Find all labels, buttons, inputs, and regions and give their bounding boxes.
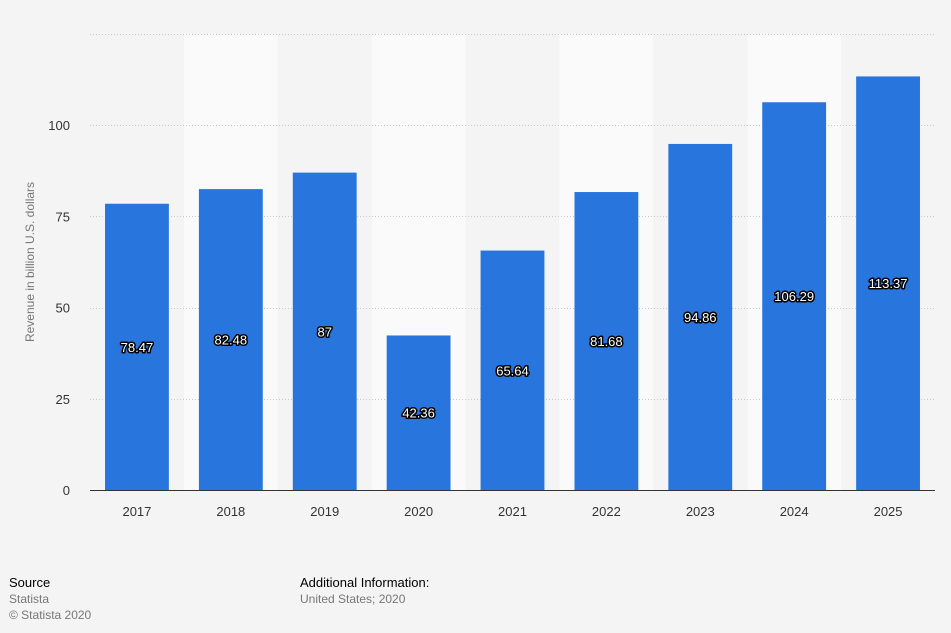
bar-2017[interactable] — [105, 203, 169, 490]
bars — [105, 76, 920, 490]
y-axis-ticks: 0 25 50 75 100 — [48, 118, 70, 498]
copyright-text: © Statista 2020 — [9, 608, 92, 622]
source-name: Statista — [9, 592, 50, 606]
y-tick-label: 25 — [56, 392, 70, 407]
source-block: Source Statista © Statista 2020 — [9, 575, 91, 623]
bar-value-label: 113.37 — [869, 276, 908, 291]
y-tick-label: 75 — [56, 209, 70, 224]
bar-value-label: 87 — [317, 324, 331, 339]
x-tick-label: 2021 — [498, 504, 527, 519]
bar-value-labels: 78.47 82.48 87 42.36 65.64 81.68 94.86 106.29 11… — [119, 275, 909, 423]
additional-info-heading: Additional Information: — [300, 575, 430, 590]
bar-2020[interactable] — [386, 335, 451, 490]
bar-value-label: 94.86 — [684, 310, 717, 325]
bar-2024[interactable] — [762, 102, 827, 490]
bar-value-label: 81.68 — [590, 334, 623, 349]
bar-value-label: 106.29 — [774, 289, 814, 304]
y-tick-label: 0 — [63, 483, 70, 498]
x-tick-label: 2025 — [874, 504, 903, 519]
bar-2018[interactable] — [198, 189, 263, 490]
x-tick-label: 2018 — [216, 504, 245, 519]
source-heading: Source — [9, 575, 51, 590]
x-tick-label: 2023 — [686, 504, 715, 519]
additional-info-block: Additional Information: United States; 2… — [300, 575, 429, 607]
bar-value-label: 42.36 — [402, 406, 435, 421]
x-tick-label: 2024 — [780, 504, 809, 519]
x-tick-label: 2022 — [592, 504, 621, 519]
additional-info-text: United States; 2020 — [300, 592, 406, 606]
bar-2021[interactable] — [480, 250, 545, 490]
bar-chart: 0 25 50 75 100 Revenue in billion U.S. dolla… — [23, 34, 935, 519]
x-axis-ticks: 2017 2018 2019 2020 2021 2022 2023 2024 2025 — [122, 504, 902, 519]
x-tick-label: 2019 — [310, 504, 339, 519]
bar-2025[interactable] — [856, 76, 920, 490]
bar-value-label: 82.48 — [215, 333, 248, 348]
y-tick-label: 50 — [56, 301, 70, 316]
bar-value-label: 78.47 — [121, 340, 154, 355]
x-tick-label: 2017 — [122, 504, 151, 519]
y-axis-title: Revenue in billion U.S. dollars — [23, 182, 37, 342]
y-tick-label: 100 — [48, 118, 70, 133]
bar-2023[interactable] — [668, 143, 733, 490]
x-tick-label: 2020 — [404, 504, 433, 519]
bar-value-label: 65.64 — [496, 363, 529, 378]
bar-2022[interactable] — [574, 192, 639, 490]
bar-2019[interactable] — [292, 172, 357, 490]
